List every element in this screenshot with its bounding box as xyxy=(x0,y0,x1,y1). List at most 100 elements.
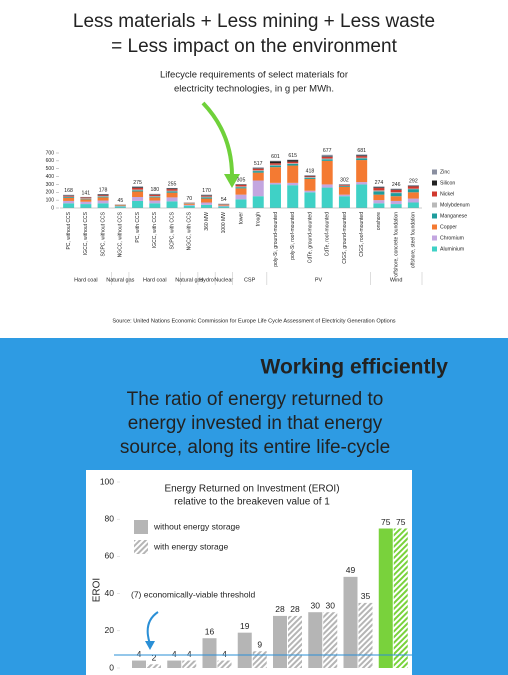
bar-segment xyxy=(63,195,75,197)
legend-swatch xyxy=(432,246,437,252)
y-tick-label: 500 xyxy=(46,166,55,172)
annotation: Lifecycle requirements of select materia… xyxy=(160,70,348,81)
bar-segment xyxy=(183,205,195,208)
y-tick-label: 700 xyxy=(46,150,55,156)
group-label: PV xyxy=(315,277,323,283)
bar-segment xyxy=(63,194,75,196)
bar xyxy=(202,638,217,668)
value-label: 2 xyxy=(152,653,157,663)
bar-segment xyxy=(356,157,368,159)
bar-segment xyxy=(166,188,178,190)
bar-segment xyxy=(356,154,368,156)
total-label: 275 xyxy=(133,180,142,186)
y-tick-label: 600 xyxy=(46,158,55,164)
value-label: 28 xyxy=(290,604,300,614)
bar-segment xyxy=(218,204,230,206)
x-tick-label: poly-Si, roof-mounted xyxy=(290,212,296,260)
bar-segment xyxy=(356,184,368,208)
bar-segment xyxy=(80,198,92,200)
y-tick-label: 40 xyxy=(105,588,115,598)
y-tick-label: 80 xyxy=(105,513,115,523)
bar-segment xyxy=(304,175,316,176)
value-label: 4 xyxy=(137,649,142,659)
bar-segment xyxy=(304,190,316,193)
bar-segment xyxy=(97,196,109,198)
bar-segment xyxy=(97,195,109,197)
legend-swatch xyxy=(432,224,437,230)
bar-segment xyxy=(80,201,92,205)
bar-segment xyxy=(201,204,213,208)
value-label: 4 xyxy=(187,649,192,659)
group-label: Hard coal xyxy=(74,277,98,283)
bar xyxy=(343,576,358,668)
bar-segment xyxy=(80,197,92,199)
total-label: 305 xyxy=(237,177,246,183)
bar-segment xyxy=(373,200,385,204)
bar-segment xyxy=(201,196,213,198)
bar-segment xyxy=(321,187,333,208)
value-label: 30 xyxy=(311,600,321,610)
bar-segment xyxy=(63,197,75,201)
bar-segment xyxy=(132,186,144,188)
legend-swatch xyxy=(432,202,437,208)
total-label: 274 xyxy=(375,180,384,186)
value-label: 35 xyxy=(361,591,371,601)
bar-segment xyxy=(132,189,144,191)
bar-segment xyxy=(80,204,92,208)
bar-segment xyxy=(201,195,213,197)
total-label: 418 xyxy=(306,169,315,175)
bar-segment xyxy=(356,160,368,183)
bar xyxy=(252,651,267,668)
bar-segment xyxy=(235,186,247,188)
y-tick-label: 300 xyxy=(46,182,55,188)
bar-segment xyxy=(287,163,299,164)
bar-segment xyxy=(97,194,109,196)
bar-segment xyxy=(304,176,316,178)
bar-segment xyxy=(338,196,350,208)
bar-segment xyxy=(356,158,368,161)
total-label: 292 xyxy=(409,178,418,184)
headline: Less materials + Less mining + Less wast… xyxy=(73,11,435,32)
total-label: 517 xyxy=(254,161,263,167)
group-label: Hydro xyxy=(199,277,214,283)
bar xyxy=(308,612,323,668)
headline: = Less impact on the environment xyxy=(111,36,397,57)
value-label: 19 xyxy=(240,621,250,631)
total-label: 45 xyxy=(117,198,123,204)
legend-label: Silicon xyxy=(440,180,455,186)
bar-segment xyxy=(132,187,144,188)
bar-segment xyxy=(252,171,264,173)
x-tick-label: trough xyxy=(256,212,262,226)
bar-segment xyxy=(287,164,299,166)
threshold-arrow xyxy=(146,611,159,645)
bar xyxy=(217,660,232,668)
bar-segment xyxy=(166,190,178,192)
bar-segment xyxy=(390,188,402,190)
bar xyxy=(167,660,182,668)
bar-segment xyxy=(166,189,178,191)
bar xyxy=(273,615,287,668)
total-label: 180 xyxy=(150,187,159,193)
total-label: 677 xyxy=(323,148,332,154)
bar-segment xyxy=(183,204,195,206)
bar-segment xyxy=(321,156,333,159)
bar-segment xyxy=(149,194,161,196)
bar xyxy=(378,528,393,668)
bar-segment xyxy=(373,187,385,189)
bar-segment xyxy=(80,199,92,202)
bar-segment xyxy=(356,155,368,157)
y-tick-label: 400 xyxy=(46,174,55,180)
bar-segment xyxy=(338,194,350,197)
section-subtitle: The ratio of energy returned to xyxy=(127,389,384,410)
group-label: Hard coal xyxy=(143,277,167,283)
y-tick-label: 200 xyxy=(46,190,55,196)
x-tick-label: offshore, steel foundation xyxy=(411,212,417,268)
bar-segment xyxy=(132,190,144,192)
section-title: Working efficiently xyxy=(261,356,449,379)
total-label: 178 xyxy=(99,187,108,193)
bar-segment xyxy=(235,188,247,195)
bar-segment xyxy=(63,203,75,208)
total-label: 170 xyxy=(202,188,211,194)
x-tick-label: SCPC, with CCS xyxy=(169,211,175,249)
